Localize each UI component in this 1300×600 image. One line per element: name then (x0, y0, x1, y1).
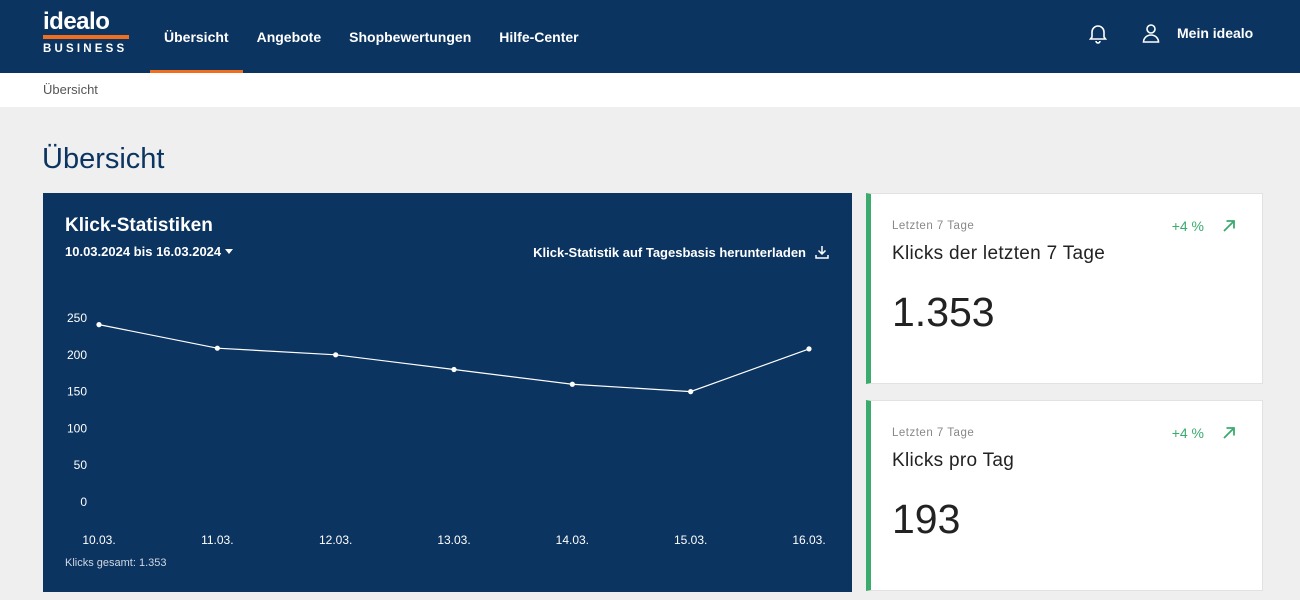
x-tick-label: 14.03. (556, 533, 589, 547)
data-point[interactable] (96, 322, 102, 328)
click-line-chart: 0 50 100 150 200 250 10.03. 11.03. 12.03. 13.03. 1… (67, 311, 826, 547)
kpi-card-clicks-per-day: Letzten 7 Tage Klicks pro Tag 193 +4 % (866, 400, 1263, 591)
data-point[interactable] (806, 346, 812, 352)
nav-item-hilfe-center[interactable]: Hilfe-Center (499, 28, 579, 45)
nav-item-shopbewertungen[interactable]: Shopbewertungen (349, 28, 472, 45)
chart-title: Klick-Statistiken (65, 215, 213, 236)
y-tick-label: 250 (67, 311, 87, 325)
kpi-card-clicks-7-days: Letzten 7 Tage Klicks der letzten 7 Tage… (866, 193, 1263, 384)
data-point[interactable] (688, 389, 694, 395)
page-title: Übersicht (42, 143, 165, 175)
x-tick-label: 13.03. (437, 533, 470, 547)
x-tick-label: 11.03. (201, 533, 233, 547)
x-tick-label: 16.03. (792, 533, 825, 547)
nav-item-angebote[interactable]: Angebote (256, 28, 322, 45)
kpi-trend: +4 % (1172, 218, 1236, 234)
account-menu[interactable]: Mein idealo (1141, 22, 1253, 44)
caret-down-icon (225, 249, 234, 254)
logo-wordmark: idealo (43, 8, 110, 35)
breadcrumb[interactable]: Übersicht (43, 82, 98, 97)
kpi-value: 1.353 (892, 289, 995, 335)
logo-underline (43, 35, 129, 39)
arrow-up-right-icon (1223, 427, 1235, 439)
data-point[interactable] (451, 366, 457, 373)
download-icon (815, 246, 829, 259)
y-tick-label: 100 (67, 421, 87, 435)
kpi-trend-value: +4 % (1171, 218, 1204, 234)
account-label: Mein idealo (1177, 25, 1254, 41)
date-range-selector[interactable]: 10.03.2024 bis 16.03.2024 (65, 244, 234, 259)
bell-icon[interactable] (1087, 22, 1109, 44)
kpi-value: 193 (892, 496, 961, 542)
date-range-label: 10.03.2024 bis 16.03.2024 (65, 244, 222, 259)
main-nav: Übersicht Angebote Shopbewertungen Hilfe… (150, 0, 593, 73)
x-tick-label: 12.03. (319, 533, 352, 547)
arrow-up-right-icon (1223, 220, 1235, 232)
x-tick-label: 10.03. (82, 533, 115, 547)
breadcrumb-bar: Übersicht (0, 73, 1300, 107)
total-clicks-label: Klicks gesamt: 1.353 (65, 557, 167, 569)
user-icon (1142, 24, 1160, 43)
kpi-title: Klicks der letzten 7 Tage (892, 243, 1106, 264)
download-daily-stats-button[interactable]: Klick-Statistik auf Tagesbasis herunterl… (533, 244, 830, 260)
download-label: Klick-Statistik auf Tagesbasis herunterl… (533, 244, 806, 260)
y-tick-label: 50 (74, 458, 88, 472)
y-tick-label: 150 (67, 385, 87, 399)
kpi-trend: +4 % (1172, 425, 1236, 441)
kpi-period-label: Letzten 7 Tage (892, 220, 975, 232)
series-line-clicks (98, 324, 810, 393)
data-point[interactable] (214, 345, 220, 351)
data-point[interactable] (569, 381, 575, 387)
y-tick-label: 0 (80, 495, 87, 509)
idealo-business-logo[interactable]: idealo BUSINESS (43, 8, 131, 58)
kpi-period-label: Letzten 7 Tage (892, 427, 975, 439)
data-point[interactable] (333, 352, 339, 358)
x-tick-label: 15.03. (674, 533, 707, 547)
logo-subtitle: BUSINESS (43, 43, 128, 55)
kpi-trend-value: +4 % (1171, 425, 1204, 441)
kpi-title: Klicks pro Tag (892, 450, 1015, 471)
click-statistics-card: Klick-Statistiken 10.03.2024 bis 16.03.2… (43, 193, 852, 592)
nav-item-uebersicht[interactable]: Übersicht (150, 0, 243, 73)
y-tick-label: 200 (67, 348, 87, 362)
top-navigation-bar: idealo BUSINESS Übersicht Angebote Shopb… (0, 0, 1300, 73)
